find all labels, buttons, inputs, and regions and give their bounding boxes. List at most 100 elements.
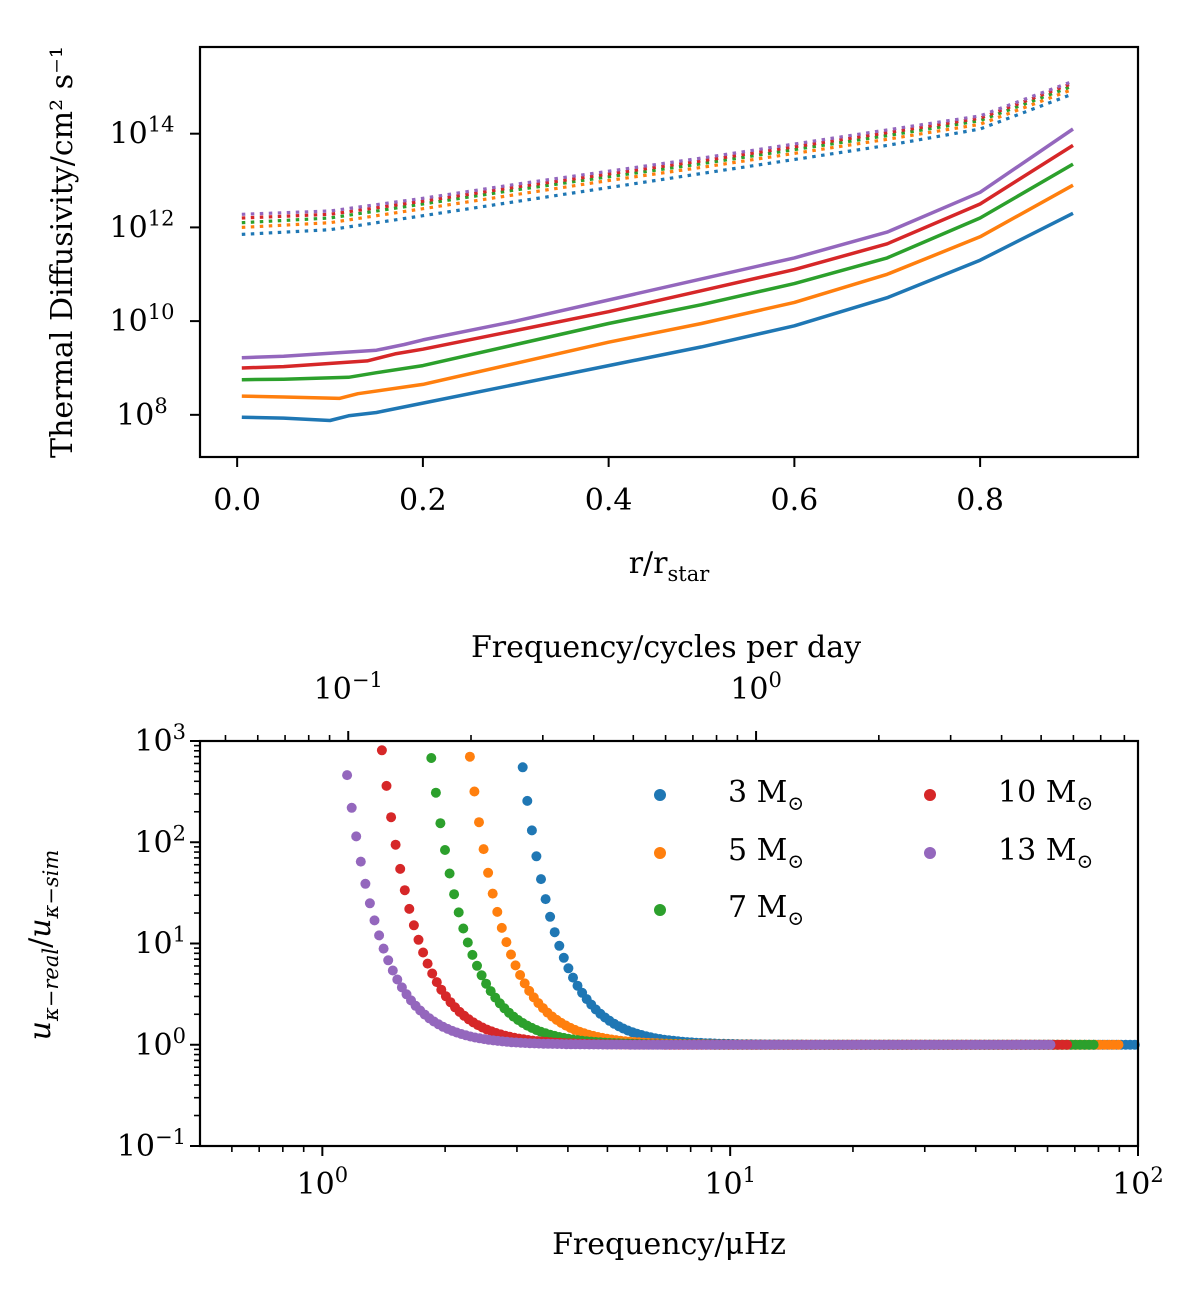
bottom-point-2-5 — [449, 889, 460, 900]
bottom-point-4-2 — [351, 831, 362, 842]
bottom-point-1-142 — [1113, 1039, 1124, 1050]
bottom-y-ticks: 10−1 100 101 102 103 — [117, 720, 200, 1164]
bottom-point-1-2 — [474, 817, 484, 828]
top-x-axis-label: r/rstar — [629, 546, 711, 586]
bottom-point-1-11 — [515, 970, 526, 980]
top-solid-line-0 — [241, 211, 1074, 423]
legend-marker-1 — [654, 847, 666, 859]
bottom-point-4-9 — [383, 955, 394, 966]
bottom-point-4-11 — [392, 974, 403, 985]
top-y-tick-label-3: 1014 — [110, 113, 175, 152]
bottom-point-1-7 — [496, 922, 507, 933]
top-plot-frame — [198, 45, 1140, 459]
bottom-point-2-1 — [430, 787, 441, 798]
bottom-point-3-5 — [399, 885, 410, 896]
bottom-point-4-154 — [1045, 1039, 1056, 1050]
bottom-point-2-4 — [444, 868, 455, 879]
bottom-y-tick-label-1: 100 — [134, 1024, 186, 1063]
bottom-point-3-7 — [408, 920, 419, 931]
bottom-point-1-0 — [464, 751, 475, 762]
bottom-point-2-10 — [472, 960, 482, 971]
bottom-point-4-0 — [342, 770, 353, 781]
top-x-tick-label-2: 0.4 — [585, 483, 633, 518]
top-solid-line-3 — [241, 143, 1074, 370]
top-axis-tick-label-1: 100 — [730, 668, 782, 707]
bottom-x-tick-label-1: 101 — [704, 1163, 756, 1202]
bottom-point-3-12 — [431, 977, 442, 988]
bottom-point-4-7 — [374, 930, 385, 941]
bottom-point-0-3 — [531, 851, 542, 862]
bottom-y-tick-label-4: 103 — [134, 720, 186, 759]
bottom-series-group — [342, 745, 1140, 1050]
bottom-x-ticks: 100 101 102 — [231, 1146, 1164, 1202]
top-dotted-line-3 — [241, 81, 1074, 220]
top-y-tick-label-0: 108 — [116, 394, 168, 433]
bottom-y-tick-label-3: 102 — [134, 821, 186, 860]
bottom-point-2-145 — [1088, 1039, 1099, 1050]
bottom-point-3-10 — [422, 958, 433, 969]
bottom-point-1-4 — [483, 867, 494, 878]
bottom-point-0-1 — [522, 795, 533, 806]
bottom-point-1-6 — [492, 906, 503, 917]
bottom-point-2-9 — [467, 949, 478, 960]
legend-label-1: 5 M⊙ — [728, 833, 804, 873]
bottom-point-0-2 — [526, 825, 537, 836]
bottom-point-2-8 — [462, 937, 473, 948]
top-dotted-line-4 — [241, 79, 1074, 216]
bottom-point-4-6 — [369, 915, 380, 926]
top-x-tick-label-0: 0.0 — [213, 483, 261, 518]
top-y-tick-label-1: 1010 — [110, 300, 175, 339]
top-solid-line-2 — [241, 162, 1074, 382]
bottom-point-3-2 — [386, 812, 397, 823]
bottom-point-1-10 — [510, 960, 521, 971]
bottom-point-3-6 — [404, 903, 415, 914]
bottom-point-4-5 — [364, 898, 375, 909]
bottom-point-1-9 — [506, 949, 516, 960]
bottom-x-tick-label-2: 102 — [1112, 1163, 1164, 1202]
top-dotted-line-0 — [241, 92, 1074, 236]
bottom-x-tick-label-0: 100 — [297, 1163, 349, 1202]
bottom-x-axis-label: Frequency/μHz — [552, 1227, 786, 1262]
legend-label-4: 13 M⊙ — [998, 833, 1093, 873]
legend-label-2: 7 M⊙ — [728, 890, 804, 930]
top-axis-tick-label-0: 10−1 — [314, 668, 383, 707]
bottom-point-2-0 — [426, 753, 437, 763]
legend: 3 M⊙ 5 M⊙ 7 M⊙ 10 M⊙ 13 M⊙ — [654, 775, 1093, 930]
top-series-group — [241, 79, 1074, 423]
bottom-point-3-8 — [413, 934, 424, 945]
top-y-axis-label: Thermal Diffusivity/cm² s⁻¹ — [45, 46, 80, 458]
bottom-point-3-150 — [1062, 1039, 1073, 1050]
bottom-point-2-6 — [453, 907, 464, 918]
bottom-point-4-10 — [387, 965, 398, 976]
top-y-ticks: 108 1010 1012 1014 — [110, 113, 200, 433]
bottom-y-tick-label-2: 101 — [134, 923, 186, 962]
bottom-point-1-8 — [501, 937, 512, 948]
bottom-top-x-ticks: 10−1 100 — [224, 668, 1126, 741]
top-x-tick-label-4: 0.8 — [956, 483, 1004, 518]
bottom-point-0-11 — [568, 972, 578, 983]
bottom-point-2-12 — [481, 978, 492, 989]
bottom-point-2-3 — [440, 845, 450, 855]
top-x-tick-label-1: 0.2 — [399, 483, 447, 518]
bottom-point-0-9 — [558, 952, 569, 963]
bottom-point-3-11 — [427, 968, 438, 979]
top-solid-line-4 — [241, 127, 1074, 360]
bottom-point-4-1 — [346, 802, 357, 813]
bottom-y-axis-label: uκ−real/uκ−sim — [23, 850, 63, 1041]
bottom-point-2-7 — [458, 923, 469, 934]
bottom-point-1-12 — [519, 978, 530, 989]
top-x-tick-label-3: 0.6 — [771, 483, 819, 518]
bottom-point-4-3 — [355, 856, 366, 867]
bottom-point-0-6 — [545, 911, 556, 922]
bottom-point-3-1 — [381, 780, 392, 791]
top-x-ticks: 0.0 0.2 0.4 0.6 0.8 — [213, 457, 1004, 518]
legend-marker-0 — [654, 789, 666, 801]
bottom-point-3-0 — [376, 745, 387, 756]
bottom-point-0-7 — [549, 927, 560, 938]
bottom-point-0-10 — [563, 963, 574, 974]
top-dotted-line-2 — [241, 84, 1074, 225]
bottom-point-0-8 — [554, 940, 565, 951]
bottom-point-1-1 — [469, 786, 480, 797]
